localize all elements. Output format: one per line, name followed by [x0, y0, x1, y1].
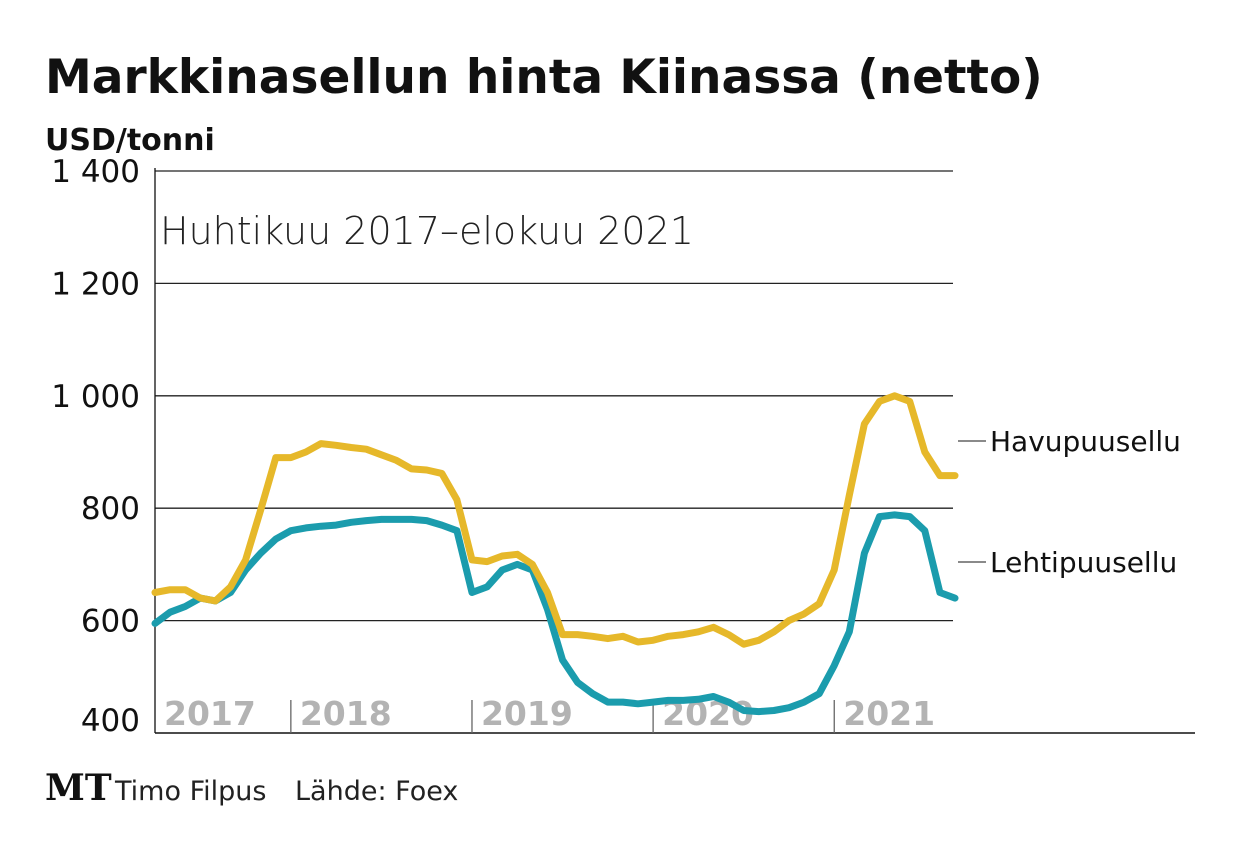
series-line-havupuusellu: [151, 392, 959, 648]
year-label: 2019: [481, 694, 573, 733]
mt-logo: MT: [45, 767, 112, 809]
series-line-lehtipuusellu: [151, 511, 959, 716]
chart-subtitle: Huhtikuu 2017–elokuu 2021: [160, 209, 694, 253]
year-label: 2021: [843, 694, 935, 733]
y-tick-label: 400: [81, 703, 140, 739]
year-label: 2018: [300, 694, 392, 733]
y-tick-label: 600: [81, 604, 140, 640]
chart-title: Markkinasellun hinta Kiinassa (netto): [45, 50, 1043, 105]
y-axis-label: USD/tonni: [45, 123, 215, 158]
y-tick-label: 1 200: [51, 266, 140, 302]
legend-label: Lehtipuusellu: [990, 546, 1177, 579]
source: Lähde: Foex: [295, 776, 458, 807]
year-label: 2017: [164, 694, 256, 733]
legend-label: Havupuusellu: [990, 425, 1181, 458]
y-tick-label: 1 400: [51, 154, 140, 190]
y-tick-label: 1 000: [51, 379, 140, 415]
author: Timo Filpus: [114, 776, 266, 807]
y-tick-label: 800: [81, 491, 140, 527]
